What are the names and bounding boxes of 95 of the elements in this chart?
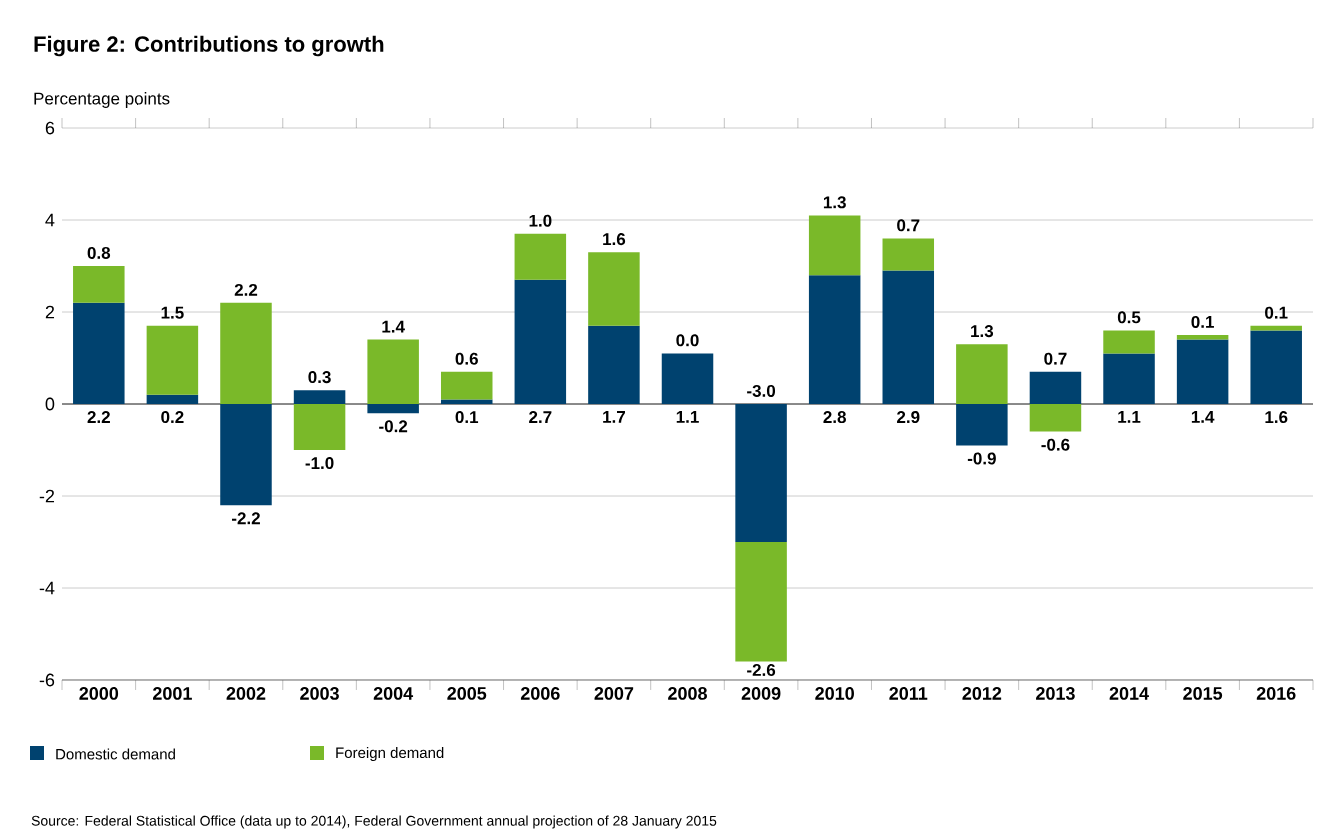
x-tick-label: 2004 xyxy=(373,686,414,700)
bar xyxy=(220,403,272,506)
bar xyxy=(956,344,1008,404)
bar xyxy=(1103,330,1155,354)
data-label: -0.9 xyxy=(967,452,996,465)
bar xyxy=(440,371,493,400)
data-label: 1.6 xyxy=(1265,410,1288,423)
y-tick-label: 2 xyxy=(45,305,55,319)
x-tick-label: 2007 xyxy=(594,686,634,700)
bar xyxy=(735,541,787,662)
data-label: -0.6 xyxy=(1041,438,1070,451)
bar xyxy=(293,403,346,450)
source-note: Source: Federal Statistical Office (data up to 2014), Federal Government annual projection of 28 January 2015 xyxy=(31,815,717,829)
bar xyxy=(367,339,419,404)
x-tick-label: 2009 xyxy=(741,686,781,700)
data-label: -2.6 xyxy=(747,663,776,676)
bar xyxy=(956,403,1008,446)
x-tick-label: 2003 xyxy=(300,686,339,700)
data-label: 0.8 xyxy=(87,246,111,259)
chart-title: Figure 2: Contributions to growth xyxy=(34,35,384,57)
data-label: 1.4 xyxy=(1191,410,1215,423)
legend-label: Domestic demand xyxy=(56,748,175,760)
data-label: -2.2 xyxy=(231,512,260,525)
bar xyxy=(1176,339,1229,404)
bar xyxy=(882,270,935,404)
data-label: 1.0 xyxy=(529,214,552,227)
bar xyxy=(1103,353,1155,404)
bar xyxy=(1029,371,1082,404)
bar xyxy=(735,403,787,542)
bar xyxy=(220,302,272,404)
bar xyxy=(1029,403,1082,432)
data-label: 0.0 xyxy=(676,334,699,347)
data-label: 0.2 xyxy=(161,410,184,423)
data-label: 1.1 xyxy=(1118,410,1141,423)
y-tick-label: -2 xyxy=(39,489,55,503)
legend-label: Foreign demand xyxy=(336,746,444,761)
bar xyxy=(661,353,714,404)
bar xyxy=(514,279,567,404)
data-label: 0.3 xyxy=(308,371,331,384)
y-tick-label: -6 xyxy=(39,673,55,687)
bar xyxy=(882,238,935,271)
bar xyxy=(146,325,199,395)
data-label: 0.1 xyxy=(1191,315,1214,328)
data-label: -1.0 xyxy=(305,456,334,469)
data-label: 1.3 xyxy=(971,325,994,338)
x-tick-label: 2014 xyxy=(1109,686,1149,700)
data-label: 0.7 xyxy=(897,219,920,232)
bar xyxy=(514,233,567,280)
data-label: -3.0 xyxy=(747,384,776,397)
data-label: 0.7 xyxy=(1044,352,1067,365)
x-tick-label: 2013 xyxy=(1036,686,1075,700)
y-tick-label: 4 xyxy=(45,213,55,227)
data-label: 0.1 xyxy=(1265,306,1288,319)
bar xyxy=(440,399,493,404)
data-label: 1.7 xyxy=(603,410,625,423)
data-label: 1.6 xyxy=(603,233,626,246)
bar xyxy=(1176,334,1229,340)
data-label: 0.5 xyxy=(1117,311,1141,324)
data-label: 2.2 xyxy=(87,410,110,423)
data-label: 1.1 xyxy=(676,410,699,423)
bar xyxy=(1250,330,1302,404)
data-label: 2.8 xyxy=(823,410,846,423)
data-label: 1.5 xyxy=(161,306,184,319)
data-label: 2.2 xyxy=(234,283,258,296)
y-tick-label: -4 xyxy=(39,581,55,595)
bar xyxy=(367,403,419,414)
x-tick-label: 2012 xyxy=(962,686,1002,700)
x-tick-label: 2001 xyxy=(153,686,192,700)
x-tick-label: 2000 xyxy=(79,686,119,700)
x-tick-label: 2002 xyxy=(226,686,266,700)
data-label: 0.1 xyxy=(455,410,479,423)
x-tick-label: 2015 xyxy=(1183,686,1223,700)
x-tick-label: 2011 xyxy=(889,686,928,700)
bar xyxy=(293,390,346,404)
bar xyxy=(808,275,861,404)
x-tick-label: 2016 xyxy=(1256,686,1296,700)
bar xyxy=(808,215,861,276)
data-label: 1.4 xyxy=(382,320,405,333)
x-tick-label: 2008 xyxy=(668,686,707,700)
bar xyxy=(146,394,199,404)
y-axis-title: Percentage points xyxy=(34,91,170,108)
data-label: -0.2 xyxy=(379,420,408,433)
x-tick-label: 2006 xyxy=(520,686,560,700)
x-tick-label: 2005 xyxy=(447,686,487,700)
y-tick-label: 0 xyxy=(45,397,55,411)
y-tick-label: 6 xyxy=(45,121,55,135)
x-tick-label: 2010 xyxy=(815,686,854,700)
bar xyxy=(73,302,125,404)
data-label: 0.6 xyxy=(455,352,478,365)
bar xyxy=(588,252,640,326)
data-label: 2.7 xyxy=(529,410,552,423)
bar xyxy=(588,325,640,404)
data-label: 1.3 xyxy=(823,196,846,209)
bar xyxy=(73,265,125,303)
data-label: 2.9 xyxy=(897,410,920,423)
